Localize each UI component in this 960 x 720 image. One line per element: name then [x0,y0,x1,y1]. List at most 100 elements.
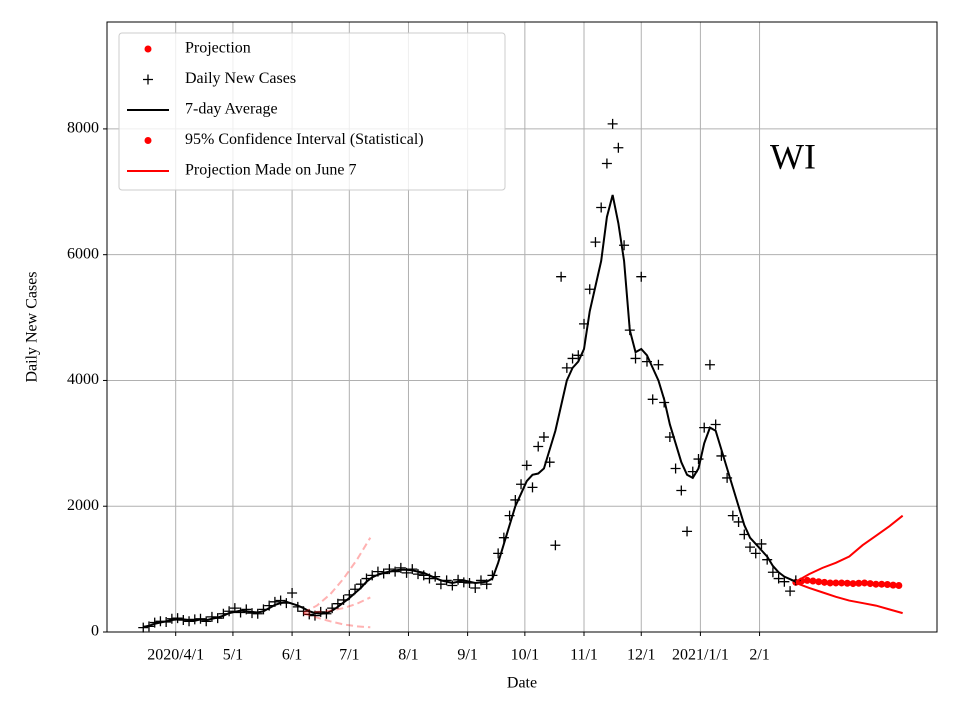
x-tick-label: 6/1 [282,647,302,664]
x-tick-label: 9/1 [457,647,477,664]
projection-dot [878,580,886,588]
daily-case-marker [785,586,796,597]
projection-dot [895,581,903,589]
legend-label: 7-day Average [185,101,278,118]
projection-dot [809,577,817,585]
projection-dot [889,581,897,589]
daily-case-marker [201,616,212,627]
daily-case-marker [527,482,538,493]
june-projection-line [303,537,372,614]
daily-case-marker [693,454,704,465]
daily-case-marker [653,359,664,370]
y-axis-label: Daily New Cases [24,271,41,382]
daily-case-marker [733,516,744,527]
daily-case-marker [521,460,532,471]
daily-case-marker [727,510,738,521]
x-tick-label: 2/1 [749,647,769,664]
daily-case-marker [561,362,572,373]
daily-case-marker [670,463,681,474]
projection-dot [849,580,857,588]
confidence-line [795,514,904,583]
legend-marker [143,74,153,85]
daily-case-marker [756,538,767,549]
daily-case-marker [745,542,756,553]
y-tick-label: 8000 [67,120,99,137]
projection-dot [826,579,834,587]
x-tick-label: 12/1 [627,647,655,664]
daily-case-marker [138,622,149,633]
daily-case-marker [538,432,549,443]
projection-dot [843,579,851,587]
daily-case-marker [533,441,544,452]
daily-case-marker [235,607,246,618]
june-projection-line [303,596,371,615]
projection-dot [803,576,811,584]
x-tick-label: 7/1 [339,647,359,664]
daily-case-marker [636,271,647,282]
x-tick-label: 11/1 [570,647,598,664]
projection-dot [815,578,823,586]
x-tick-label: 8/1 [398,647,418,664]
june-projection-line [303,612,371,629]
daily-case-marker [676,485,687,496]
projection-dot [872,580,880,588]
legend-box [118,32,506,191]
daily-case-marker [395,562,406,573]
daily-case-marker [647,394,658,405]
x-axis-label: Date [507,675,537,692]
daily-case-marker [750,548,761,559]
projection-dot [832,579,840,587]
daily-case-marker [550,540,561,551]
daily-case-marker [584,284,595,295]
x-tick-label: 2020/4/1 [147,647,204,664]
daily-case-marker [613,142,624,153]
daily-case-marker [315,606,326,617]
daily-case-marker [596,202,607,213]
state-annotation: WI [770,136,816,176]
daily-case-marker [567,353,578,364]
projection-dot [860,579,868,587]
daily-case-marker [172,613,183,624]
y-tick-label: 2000 [67,497,99,514]
y-tick-label: 0 [91,623,99,640]
plot-area [138,118,903,633]
legend-marker [144,45,152,53]
x-tick-label: 5/1 [223,647,243,664]
projection-dot [838,579,846,587]
daily-case-marker [287,588,298,599]
projection-dot [855,579,863,587]
daily-case-marker [710,419,721,430]
daily-case-marker [470,582,481,593]
daily-case-marker [224,606,235,617]
daily-case-marker [556,271,567,282]
daily-case-marker [590,237,601,248]
daily-case-marker [252,608,263,619]
legend-label: 95% Confidence Interval (Statistical) [185,131,424,148]
legend-label: Projection [185,40,251,57]
legend-marker [144,137,152,144]
daily-case-marker [779,576,790,587]
daily-case-marker [704,359,715,370]
daily-case-marker [767,567,778,578]
confidence-line [795,582,903,615]
daily-case-marker [206,611,217,622]
daily-case-marker [601,158,612,169]
daily-case-marker [475,575,486,586]
daily-case-marker [607,118,618,129]
legend-label: Daily New Cases [185,70,296,87]
projection-dot [866,580,874,588]
y-tick-label: 4000 [67,371,99,388]
average-line [143,194,797,628]
daily-case-marker [682,526,693,537]
legend-label: Projection Made on June 7 [185,162,357,179]
daily-case-marker [241,604,252,615]
projection-dot [820,578,828,586]
y-tick-label: 6000 [67,245,99,262]
axes-frame [106,21,938,633]
daily-case-marker [630,353,641,364]
daily-case-marker [699,422,710,433]
x-tick-label: 10/1 [511,647,539,664]
x-tick-label: 2021/1/1 [672,647,729,664]
daily-case-marker [773,573,784,584]
